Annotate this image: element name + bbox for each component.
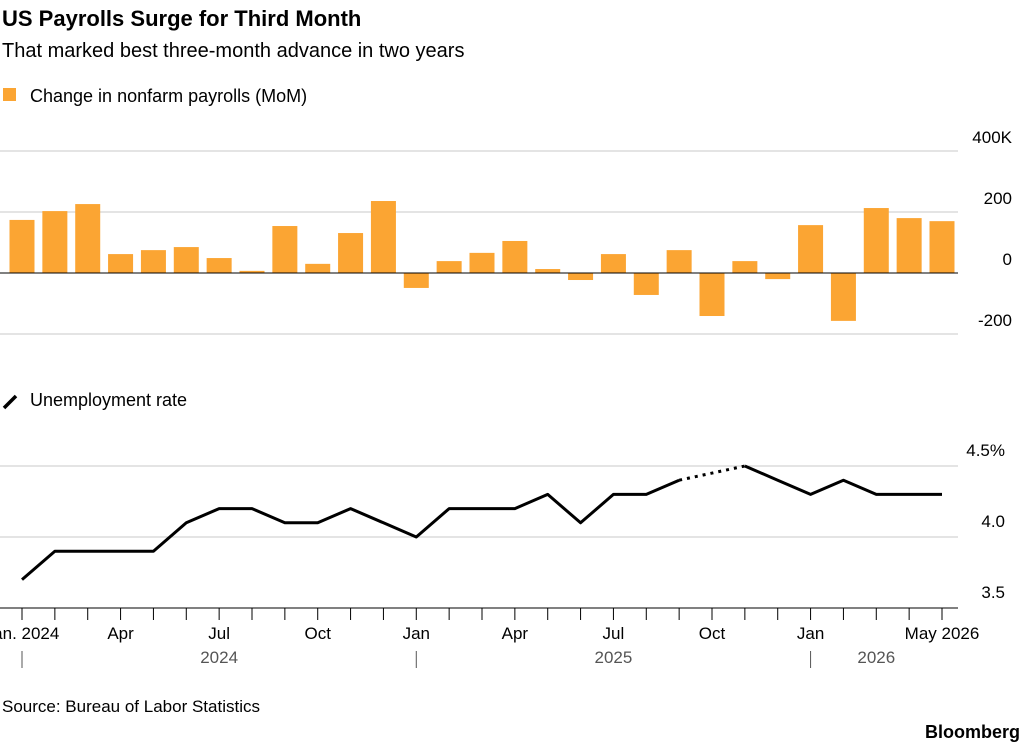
bar [600, 254, 626, 273]
legend-label: Unemployment rate [30, 390, 187, 410]
x-tick-label: Jul [603, 624, 625, 643]
bar [896, 218, 922, 273]
bar [765, 273, 791, 280]
y-tick-label: 3.5 [981, 583, 1005, 602]
y-tick-label: 4.5% [966, 441, 1005, 460]
bar [568, 273, 594, 281]
y-tick-label: 4.0 [981, 512, 1005, 531]
bar [699, 273, 725, 317]
x-tick-label: Apr [107, 624, 134, 643]
line [21, 464, 942, 581]
bar [370, 201, 396, 273]
legend-swatch [2, 394, 18, 410]
bar [929, 221, 955, 273]
brand: Bloomberg [925, 722, 1020, 742]
bar [75, 204, 101, 273]
x-tick-label: Jan [797, 624, 824, 643]
bar [633, 273, 659, 295]
y-tick-label: 200 [984, 189, 1012, 208]
year-label: 2024 [200, 648, 238, 667]
bar [338, 233, 364, 273]
bar [173, 247, 199, 273]
x-tick-label: May 2026 [905, 624, 980, 643]
chart-subtitle: That marked best three-month advance in … [2, 40, 464, 62]
bar [140, 250, 166, 273]
x-tick-label: Oct [304, 624, 331, 643]
gap-bridge [678, 464, 746, 482]
x-tick-label: Jul [208, 624, 230, 643]
x-tick-label: Oct [699, 624, 726, 643]
bar [272, 226, 298, 273]
bar [305, 263, 331, 273]
bar [108, 254, 134, 273]
bar [206, 258, 232, 273]
y-tick-label: -200 [978, 311, 1012, 330]
bar [798, 225, 824, 273]
bar [732, 261, 758, 273]
bar [863, 208, 889, 273]
bar [239, 270, 265, 273]
x-tick-label: Jan [403, 624, 430, 643]
bar [436, 261, 462, 273]
bar [535, 269, 561, 273]
bar [9, 219, 35, 273]
bar [502, 240, 528, 273]
y-tick-label: 0 [1003, 250, 1012, 269]
y-tick-label: 400K [972, 128, 1012, 147]
legend-swatch [3, 88, 16, 101]
x-tick-label: Jan. 2024 [0, 624, 59, 643]
bar [403, 273, 429, 288]
legend-label: Change in nonfarm payrolls (MoM) [30, 86, 307, 106]
bar [469, 252, 495, 273]
chart-title: US Payrolls Surge for Third Month [2, 6, 361, 31]
year-label: 2026 [857, 648, 895, 667]
bar [666, 250, 692, 273]
year-label: 2025 [595, 648, 633, 667]
bar [42, 211, 68, 273]
bar [830, 273, 856, 321]
source: Source: Bureau of Labor Statistics [2, 697, 260, 716]
x-tick-label: Apr [502, 624, 529, 643]
